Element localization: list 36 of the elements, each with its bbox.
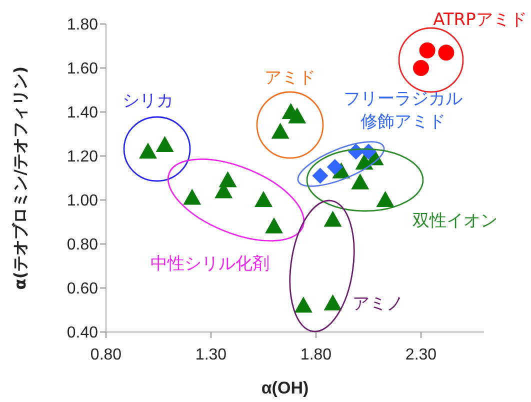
point	[183, 188, 202, 205]
y-tick-label: 0.60	[66, 280, 98, 298]
point	[324, 294, 342, 310]
point	[413, 60, 429, 76]
point	[324, 210, 342, 227]
y-tick-label: 0.40	[66, 324, 98, 342]
y-tick-label: 1.60	[66, 60, 98, 78]
y-tick-label: 1.20	[66, 148, 98, 166]
annotation: 双性イオン	[412, 211, 498, 231]
x-axis-title: α(OH)	[261, 378, 309, 398]
x-tick-label: 0.80	[90, 346, 122, 364]
annotation: シリカ	[122, 91, 174, 111]
annotation: フリーラジカル修飾アミド	[344, 89, 462, 132]
annotation: アミド	[264, 68, 316, 88]
y-tick-label: 1.80	[66, 16, 98, 34]
point	[254, 191, 272, 207]
x-tick-label: 2.30	[405, 346, 437, 364]
x-tick-label: 1.80	[300, 346, 332, 364]
y-axis-title: α(テオブロミン/テオフィリン)	[10, 66, 30, 290]
point	[438, 44, 454, 61]
x-tick-label: 1.30	[195, 346, 227, 364]
annotation: アミノ	[352, 294, 404, 314]
point	[288, 107, 306, 124]
y-tick-label: 0.80	[66, 236, 98, 254]
annotation: ATRPアミド	[433, 10, 527, 30]
point	[312, 168, 328, 184]
annotation: 中性シリル化剤	[150, 254, 270, 274]
point	[294, 296, 312, 313]
point	[376, 191, 394, 207]
point	[271, 122, 290, 139]
point	[265, 217, 283, 234]
y-tick-label: 1.40	[66, 104, 98, 122]
point	[351, 173, 370, 190]
point	[326, 159, 343, 175]
y-tick-label: 1.00	[66, 192, 98, 210]
point	[419, 42, 436, 58]
